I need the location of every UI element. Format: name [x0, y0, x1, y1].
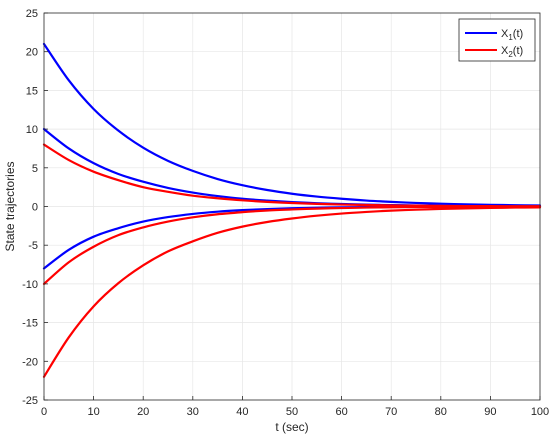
y-tick-label: 25	[26, 8, 38, 20]
y-tick-label: -5	[28, 240, 38, 252]
legend-x2-sub: 2	[508, 50, 513, 59]
series-line-x2-5	[42, 206, 542, 378]
y-axis-label: State trajectories	[3, 161, 17, 251]
y-tick-label: -10	[22, 279, 38, 291]
legend-x1-suffix: (t)	[513, 28, 523, 40]
legend-x2-suffix: (t)	[513, 45, 523, 57]
grid-layer	[44, 13, 540, 400]
y-tick-label: -20	[22, 356, 38, 368]
x-tick-label: 70	[385, 406, 397, 418]
y-tick-label: -15	[22, 318, 38, 330]
tick-layer: 0 10 20 30 40 50 60 70 80 90 100 -25 -20 -15 -10 -5 0 5 10…	[22, 8, 549, 418]
y-tick-label: 10	[26, 124, 38, 136]
x-tick-label: 40	[236, 406, 248, 418]
y-tick-label: 0	[32, 202, 38, 214]
legend-x1-sub: 1	[508, 33, 513, 42]
legend-label-x2: X2(t)	[501, 45, 523, 59]
series-line-x1-0	[42, 42, 542, 207]
legend: X1(t) X2(t)	[458, 18, 536, 62]
x-tick-label: 0	[41, 406, 47, 418]
y-tick-label: -25	[22, 395, 38, 407]
x-tick-label: 10	[87, 406, 99, 418]
y-tick-label: 20	[26, 47, 38, 59]
x-tick-label: 50	[286, 406, 298, 418]
series-layer	[42, 42, 542, 378]
x-tick-label: 20	[137, 406, 149, 418]
x-tick-label: 30	[187, 406, 199, 418]
y-tick-label: 15	[26, 85, 38, 97]
legend-box	[458, 18, 536, 62]
legend-x2-main: X	[501, 45, 509, 57]
legend-label-x1: X1(t)	[501, 28, 523, 42]
x-tick-label: 80	[435, 406, 447, 418]
x-tick-label: 90	[484, 406, 496, 418]
legend-x1-main: X	[501, 28, 509, 40]
y-tick-label: 5	[32, 163, 38, 175]
x-tick-label: 60	[335, 406, 347, 418]
x-axis-label: t (sec)	[275, 420, 308, 434]
x-tick-label: 100	[531, 406, 549, 418]
series-line-x2-4	[42, 205, 542, 285]
